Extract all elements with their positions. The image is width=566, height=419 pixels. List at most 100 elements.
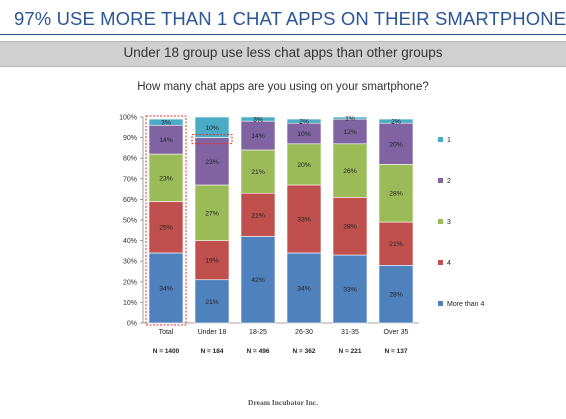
- x-axis-labels: Total N = 1400 Under 18 N = 184 18-25 N = 496…: [153, 329, 409, 355]
- data-label: 14%: [159, 137, 173, 144]
- bar-segment: [194, 184, 230, 241]
- legend-label: 4: [447, 260, 451, 267]
- bar-segment: [240, 149, 276, 194]
- bar-segment: [332, 143, 368, 198]
- data-label: 19%: [205, 258, 219, 265]
- bar-segment: [240, 236, 276, 324]
- bar-segment: [286, 118, 322, 124]
- data-label: 33%: [343, 287, 357, 294]
- bar-segment: [240, 192, 276, 237]
- footer-company: Dream Incubator Inc.: [248, 398, 318, 407]
- data-label: 34%: [159, 285, 173, 292]
- data-label: 28%: [389, 191, 403, 198]
- bar-segment: [286, 143, 322, 186]
- sample-size-label: N = 221: [339, 348, 362, 355]
- bar-segment: [378, 265, 414, 324]
- data-label: 20%: [389, 141, 403, 148]
- page-title: 97% USE MORE THAN 1 CHAT APPS ON THEIR S…: [14, 8, 566, 29]
- y-tick-label: 40%: [123, 238, 137, 245]
- sample-size-label: N = 362: [293, 348, 316, 355]
- sample-size-label: N = 137: [385, 348, 408, 355]
- sample-size-label: N = 496: [247, 348, 270, 355]
- x-tick-label: 26-30: [295, 329, 313, 336]
- data-label: 42%: [251, 277, 265, 284]
- data-label: 12%: [343, 129, 357, 136]
- y-tick-label: 10%: [123, 300, 137, 307]
- y-tick-label: 30%: [123, 259, 137, 266]
- y-axis: 0% 10% 20% 30% 40% 50% 60% 70% 80% 90% 100%: [119, 115, 419, 328]
- bar-segment: [332, 254, 368, 324]
- y-tick-label: 0%: [127, 321, 137, 328]
- data-label: 21%: [251, 169, 265, 176]
- data-label: 1%: [345, 116, 355, 123]
- data-label: 10%: [205, 125, 219, 132]
- bar-segment: [240, 116, 276, 122]
- data-label: 10%: [297, 131, 311, 138]
- bar-segment: [332, 197, 368, 256]
- bar-segment: [148, 118, 184, 126]
- data-label: 26%: [343, 168, 357, 175]
- bars: 34% 25% 23% 14% 3% 21% 19% 27% 23% 10% 42% 21% 21% 14…: [145, 115, 414, 326]
- bar-segment: [332, 116, 368, 120]
- legend-swatch: [438, 260, 443, 265]
- legend-label: 1: [447, 137, 451, 144]
- bar-segment: [286, 184, 322, 254]
- legend: 1 2 3 4 More than 4: [438, 137, 484, 308]
- legend-label: 3: [447, 219, 451, 226]
- bar-segment: [148, 201, 184, 254]
- subtitle: Under 18 group use less chat apps than o…: [123, 45, 443, 60]
- y-tick-label: 90%: [123, 135, 137, 142]
- bar-segment: [148, 252, 184, 324]
- legend-swatch: [438, 301, 443, 306]
- y-tick-label: 60%: [123, 197, 137, 204]
- chart-title: How many chat apps are you using on your…: [137, 81, 429, 93]
- data-label: 34%: [297, 285, 311, 292]
- highlight-box: [145, 115, 187, 326]
- data-label: 21%: [205, 299, 219, 306]
- data-label: 3%: [253, 117, 263, 124]
- bar-segment: [240, 120, 276, 151]
- data-label: 23%: [205, 159, 219, 166]
- bar-segment: [378, 221, 414, 266]
- subtitle-band: [0, 41, 566, 67]
- data-label: 2%: [299, 119, 309, 126]
- data-label: 20%: [297, 162, 311, 169]
- x-tick-label: Over 35: [384, 329, 409, 336]
- y-tick-label: 80%: [123, 156, 137, 163]
- legend-label: More than 4: [447, 301, 484, 308]
- bar-segment: [286, 252, 322, 324]
- bar-segment: [194, 116, 230, 138]
- bar-segment: [378, 122, 414, 165]
- y-tick-label: 100%: [119, 115, 137, 122]
- bar-segment: [194, 279, 230, 324]
- y-tick-label: 50%: [123, 218, 137, 225]
- data-label: 28%: [389, 292, 403, 299]
- bar-segment: [148, 124, 184, 155]
- y-tick-label: 20%: [123, 279, 137, 286]
- data-label: 27%: [205, 210, 219, 217]
- legend-label: 2: [447, 178, 451, 185]
- data-label: 25%: [159, 225, 173, 232]
- title-divider: [0, 34, 566, 35]
- y-tick-label: 70%: [123, 176, 137, 183]
- legend-swatch: [438, 137, 443, 142]
- data-label: 23%: [159, 175, 173, 182]
- x-tick-label: 18-25: [249, 329, 267, 336]
- bar-segment: [378, 118, 414, 124]
- x-tick-label: 31-35: [341, 329, 359, 336]
- sample-size-label: N = 184: [201, 348, 224, 355]
- x-tick-label: Under 18: [198, 329, 227, 336]
- x-tick-label: Total: [159, 329, 174, 336]
- data-label: 14%: [251, 133, 265, 140]
- data-label: 28%: [343, 224, 357, 231]
- data-label: 21%: [389, 241, 403, 248]
- data-label: 21%: [251, 212, 265, 219]
- legend-swatch: [438, 219, 443, 224]
- sample-size-label: N = 1400: [153, 348, 180, 355]
- bar-segment: [194, 137, 230, 186]
- data-label: 2%: [391, 119, 401, 126]
- data-label: 3%: [161, 120, 171, 127]
- bar-segment: [194, 240, 230, 281]
- data-label: 33%: [297, 216, 311, 223]
